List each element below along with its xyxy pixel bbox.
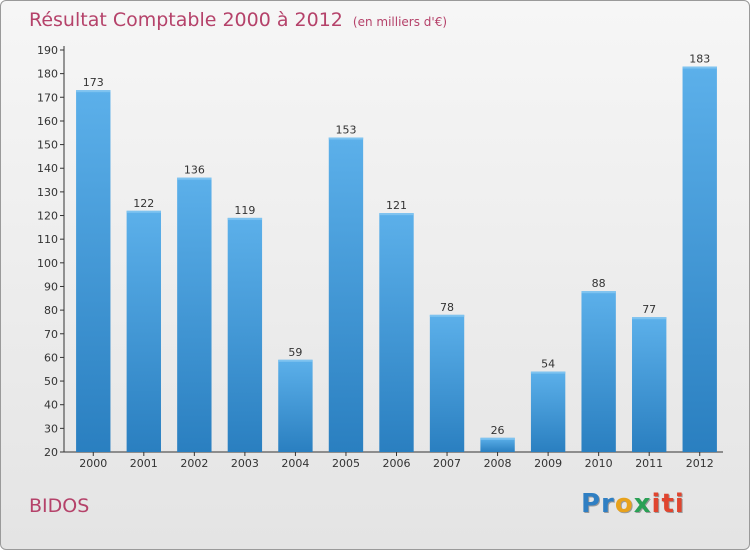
x-tick-label: 2004 — [281, 457, 309, 470]
bar — [177, 177, 212, 452]
bar-top-highlight — [227, 217, 263, 220]
bar — [227, 217, 263, 452]
bar-top-highlight — [682, 66, 717, 69]
bar-top-highlight — [379, 213, 414, 216]
bar-top-highlight — [581, 291, 616, 294]
y-tick-label: 160 — [37, 115, 58, 128]
bar-group: 59 — [278, 346, 313, 452]
bar — [126, 210, 161, 452]
bar-value-label: 121 — [386, 199, 407, 212]
logo-part-2: o — [614, 489, 634, 519]
bar-top-highlight — [632, 317, 667, 320]
bar-value-label: 119 — [234, 204, 255, 217]
x-tick-label: 2009 — [534, 457, 562, 470]
x-tick-label: 2001 — [130, 457, 158, 470]
x-tick-label: 2002 — [180, 457, 208, 470]
bar-value-label: 183 — [689, 53, 710, 66]
bar-value-label: 59 — [288, 346, 302, 359]
x-tick-label: 2010 — [585, 457, 613, 470]
bar-value-label: 136 — [184, 164, 205, 177]
bar-value-label: 78 — [440, 301, 454, 314]
bar-group: 26 — [480, 424, 515, 452]
y-tick-label: 20 — [44, 446, 58, 459]
bar — [328, 137, 364, 452]
logo-part-3: x — [633, 489, 652, 519]
y-tick-label: 90 — [44, 280, 58, 293]
bar — [429, 314, 465, 452]
bar-value-label: 153 — [335, 123, 356, 136]
y-tick-label: 60 — [44, 351, 58, 364]
x-tick-label: 2007 — [433, 457, 461, 470]
y-tick-label: 40 — [44, 399, 58, 412]
bar-group: 173 — [76, 76, 111, 452]
y-tick-label: 50 — [44, 375, 58, 388]
bar-group: 121 — [379, 199, 414, 452]
x-tick-label: 2005 — [332, 457, 360, 470]
proxiti-logo: Proxiti — [581, 489, 685, 519]
bar-value-label: 77 — [642, 303, 656, 316]
bar-top-highlight — [278, 359, 313, 362]
bar-top-highlight — [76, 90, 111, 93]
bar-group: 77 — [632, 303, 667, 452]
x-tick-label: 2011 — [635, 457, 663, 470]
commune-name: BIDOS — [29, 495, 90, 517]
bar-group: 88 — [581, 277, 616, 452]
y-tick-label: 30 — [44, 422, 58, 435]
y-tick-label: 150 — [37, 139, 58, 152]
y-tick-label: 120 — [37, 210, 58, 223]
bar-group: 119 — [227, 204, 263, 452]
logo-part-4: iti — [651, 489, 685, 519]
chart-bars: 173 122 136 119 59 153 121 78 26 54 88 77 183 — [76, 53, 717, 452]
bar — [480, 437, 515, 452]
y-tick-label: 130 — [37, 186, 58, 199]
bar-top-highlight — [177, 177, 212, 180]
bar-group: 54 — [530, 358, 566, 452]
y-tick-label: 170 — [37, 91, 58, 104]
x-tick-label: 2006 — [383, 457, 411, 470]
x-tick-label: 2012 — [686, 457, 714, 470]
y-tick-label: 190 — [37, 44, 58, 57]
x-tick-label: 2003 — [231, 457, 259, 470]
bar-group: 122 — [126, 197, 161, 452]
bar — [278, 359, 313, 452]
y-tick-label: 70 — [44, 328, 58, 341]
bar — [379, 213, 414, 452]
bar-group: 78 — [429, 301, 465, 452]
logo-part-1: Pr — [581, 489, 615, 519]
bar-value-label: 173 — [83, 76, 104, 89]
bar-group: 183 — [682, 53, 717, 452]
chart-subtitle: (en milliers d'€) — [352, 15, 448, 29]
bar-top-highlight — [530, 371, 566, 374]
bar-value-label: 26 — [491, 424, 505, 437]
bar-top-highlight — [429, 314, 465, 317]
chart-title-text: Résultat Comptable 2000 à 2012 — [29, 9, 343, 31]
y-tick-label: 100 — [37, 257, 58, 270]
bar-group: 136 — [177, 164, 212, 452]
y-tick-label: 140 — [37, 162, 58, 175]
bar — [530, 371, 566, 452]
bar-top-highlight — [126, 210, 161, 213]
bar-top-highlight — [480, 437, 515, 440]
bar — [581, 291, 616, 452]
bar-top-highlight — [328, 137, 364, 140]
y-tick-label: 80 — [44, 304, 58, 317]
bar-value-label: 88 — [592, 277, 606, 290]
bar-value-label: 122 — [133, 197, 154, 210]
x-tick-label: 2008 — [484, 457, 512, 470]
x-tick-label: 2000 — [79, 457, 107, 470]
bar — [76, 90, 111, 452]
chart-title: Résultat Comptable 2000 à 2012 (en millie… — [29, 9, 447, 31]
bar — [632, 317, 667, 452]
bar-value-label: 54 — [541, 358, 555, 371]
bar — [682, 66, 717, 452]
y-tick-label: 110 — [37, 233, 58, 246]
y-tick-label: 180 — [37, 68, 58, 81]
bar-group: 153 — [328, 123, 364, 452]
